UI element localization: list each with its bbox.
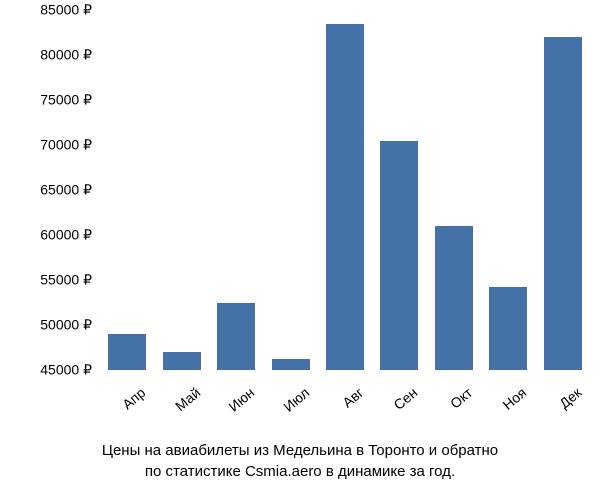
plot-area [100,10,590,370]
caption-line-2: по статистике Csmia.aero в динамике за г… [145,463,455,480]
chart-caption: Цены на авиабилеты из Медельина в Торонт… [0,440,600,482]
bar [489,287,527,370]
x-axis: АпрМайИюнИюлАвгСенОктНояДек [100,375,590,435]
x-tick-label: Апр [117,375,185,445]
bar [544,37,582,370]
price-chart: 45000 ₽ 50000 ₽ 55000 ₽ 60000 ₽ 65000 ₽ 70000… [10,10,590,440]
x-tick-label: Окт [444,375,512,445]
bar [272,359,310,370]
bar [380,141,418,371]
y-tick-label: 65000 ₽ [40,182,92,199]
x-tick-label: Авг [335,375,403,445]
x-tick-label: Июн [226,375,294,445]
x-tick-label: Июл [280,375,348,445]
x-tick-label: Сен [389,375,457,445]
y-tick-label: 55000 ₽ [40,272,92,289]
y-tick-label: 80000 ₽ [40,47,92,64]
bar [326,24,364,371]
bar [108,334,146,370]
x-tick-label: Дек [553,375,600,445]
bar [217,303,255,371]
bar [435,226,473,370]
bars-group [100,10,590,370]
y-tick-label: 50000 ₽ [40,317,92,334]
y-tick-label: 70000 ₽ [40,137,92,154]
caption-line-1: Цены на авиабилеты из Медельина в Торонт… [102,442,498,459]
y-tick-label: 75000 ₽ [40,92,92,109]
y-axis: 45000 ₽50000 ₽55000 ₽60000 ₽65000 ₽70000… [10,10,100,370]
y-tick-label: 85000 ₽ [40,2,92,19]
y-tick-label: 45000 ₽ [40,362,92,379]
y-tick-label: 60000 ₽ [40,227,92,244]
x-tick-label: Ноя [498,375,566,445]
bar [163,352,201,370]
x-tick-label: Май [172,375,240,445]
